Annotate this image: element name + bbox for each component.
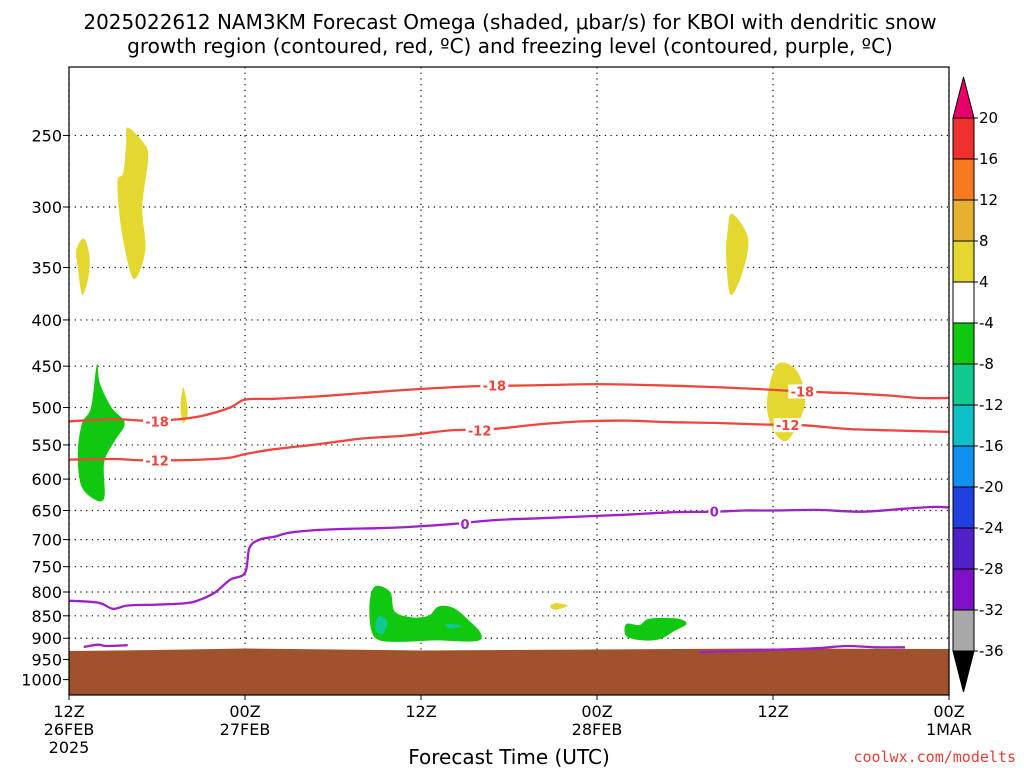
colorbar-box-4 xyxy=(952,281,975,324)
contour-label-0-0: -18 xyxy=(145,415,169,430)
contour-label-bg-0-0 xyxy=(143,414,171,429)
y-tick-label-800: 800 xyxy=(31,583,62,602)
plot-frame xyxy=(68,66,950,696)
y-tick-label-950: 950 xyxy=(31,650,62,669)
contour-label-bg-0-1 xyxy=(480,378,509,393)
x-tick-label-4-1: 12Z xyxy=(757,702,788,721)
colorbar-label-4: 4 xyxy=(979,273,989,291)
x-axis-label: Forecast Time (UTC) xyxy=(408,745,610,768)
omega-positive-4-to-8-1 xyxy=(117,127,149,279)
contour-line-0lowleft-4 xyxy=(83,643,128,649)
colorbar-label-6: -8 xyxy=(979,355,994,373)
y-tick-label-550: 550 xyxy=(31,436,62,455)
x-tick-label-0-1: 12Z xyxy=(53,702,84,721)
colorbar-label-0: 20 xyxy=(979,109,998,127)
colorbar-box-7 xyxy=(952,404,975,447)
contour-label-bg-1-1 xyxy=(465,423,494,438)
colorbar-label-12: -32 xyxy=(979,601,1004,619)
y-tick-label-1000: 1000 xyxy=(21,671,62,690)
contour-line-12-1 xyxy=(68,419,950,462)
colorbar-label-5: -4 xyxy=(979,314,994,332)
contour-label-1-2: -12 xyxy=(776,419,800,434)
contour-label-0-1: -18 xyxy=(483,380,507,395)
colorbar-label-13: -36 xyxy=(979,642,1004,660)
temperature-contours: -18 -18 -18 -12 -12 -12 0 0 xyxy=(68,378,950,654)
colorbar-box-2 xyxy=(952,199,975,242)
omega-negative-8-to-12-10 xyxy=(445,623,463,629)
colorbar-label-10: -24 xyxy=(979,519,1004,537)
omega-colorbar: 20 16 12 8 4 -4 -8 -12 -16 -20 -24 -28 -32 -36 xyxy=(952,76,1004,693)
omega-negative-4-to-8-8 xyxy=(624,617,687,641)
x-tick-label-5-1: 00Z xyxy=(933,702,964,721)
colorbar-label-7: -12 xyxy=(979,396,1004,414)
colorbar-box-9 xyxy=(952,486,975,529)
colorbar-bottom-triangle xyxy=(952,650,975,693)
omega-negative-4-to-8-6 xyxy=(77,363,125,502)
colorbar-box-8 xyxy=(952,445,975,488)
contour-label-bg-1-0 xyxy=(143,453,171,468)
contour-line-0lowright-3 xyxy=(699,644,906,654)
colorbar-label-9: -20 xyxy=(979,478,1004,496)
contour-label-2-0: 0 xyxy=(460,518,469,533)
colorbar-box-6 xyxy=(952,363,975,406)
omega-positive-4-to-8-5 xyxy=(550,603,568,610)
colorbar-label-2: 12 xyxy=(979,191,998,209)
colorbar-label-11: -28 xyxy=(979,560,1004,578)
omega-negative-8-to-12-9 xyxy=(375,615,388,635)
contour-label-1-1: -12 xyxy=(468,424,492,439)
x-tick-label-5-2: 1MAR xyxy=(926,720,972,739)
y-tick-label-250: 250 xyxy=(31,126,62,145)
colorbar-box-3 xyxy=(952,240,975,283)
colorbar-label-8: -16 xyxy=(979,437,1004,455)
contour-label-bg-1-2 xyxy=(773,418,802,433)
y-tick-label-450: 450 xyxy=(31,357,62,376)
contour-line-0-2 xyxy=(68,505,950,610)
colorbar-box-12 xyxy=(952,609,975,652)
x-tick-label-0-2: 26FEB xyxy=(44,720,95,739)
chart-title-line1: 2025022612 NAM3KM Forecast Omega (shaded… xyxy=(83,10,936,34)
colorbar-label-1: 16 xyxy=(979,150,998,168)
colorbar-label-3: 8 xyxy=(979,232,989,250)
x-tick-label-2-1: 12Z xyxy=(405,702,436,721)
contour-label-1-0: -12 xyxy=(145,454,169,469)
colorbar-box-5 xyxy=(952,322,975,365)
y-tick-label-750: 750 xyxy=(31,558,62,577)
x-tick-label-1-1: 00Z xyxy=(229,702,260,721)
terrain-layer xyxy=(69,648,949,695)
colorbar-box-0 xyxy=(952,117,975,160)
contour-label-bg-2-0 xyxy=(459,517,471,532)
y-tick-label-700: 700 xyxy=(31,531,62,550)
x-tick-label-1-2: 27FEB xyxy=(220,720,271,739)
terrain-fill xyxy=(69,648,949,695)
y-tick-label-300: 300 xyxy=(31,198,62,217)
y-tick-label-600: 600 xyxy=(31,470,62,489)
colorbar-box-10 xyxy=(952,527,975,570)
colorbar-box-1 xyxy=(952,158,975,201)
site-credit: coolwx.com/modelts xyxy=(853,748,1016,766)
contour-label-bg-2-1 xyxy=(708,504,721,519)
colorbar-box-11 xyxy=(952,568,975,611)
omega-shading xyxy=(76,127,806,642)
contour-label-bg-0-2 xyxy=(788,384,817,399)
x-tick-label-0-3: 2025 xyxy=(49,738,90,757)
y-tick-label-850: 850 xyxy=(31,607,62,626)
chart-title-line2: growth region (contoured, red, ºC) and f… xyxy=(127,34,893,58)
contour-label-0-2: -18 xyxy=(791,385,815,400)
y-tick-label-400: 400 xyxy=(31,311,62,330)
y-tick-label-500: 500 xyxy=(31,399,62,418)
x-tick-label-3-2: 28FEB xyxy=(572,720,623,739)
x-tick-label-3-1: 00Z xyxy=(581,702,612,721)
y-axis-ticks: 250 300 350 400 450 500 550 600 650 700 750 800 850 9… xyxy=(21,126,69,690)
omega-positive-4-to-8-0 xyxy=(76,238,90,295)
omega-positive-4-to-8-3 xyxy=(725,213,749,295)
y-tick-label-350: 350 xyxy=(31,259,62,278)
omega-positive-4-to-8-2 xyxy=(180,387,188,423)
y-tick-label-900: 900 xyxy=(31,629,62,648)
contour-label-2-1: 0 xyxy=(710,506,719,521)
colorbar-top-triangle xyxy=(952,76,975,119)
y-tick-label-650: 650 xyxy=(31,502,62,521)
plot-background xyxy=(69,67,949,695)
